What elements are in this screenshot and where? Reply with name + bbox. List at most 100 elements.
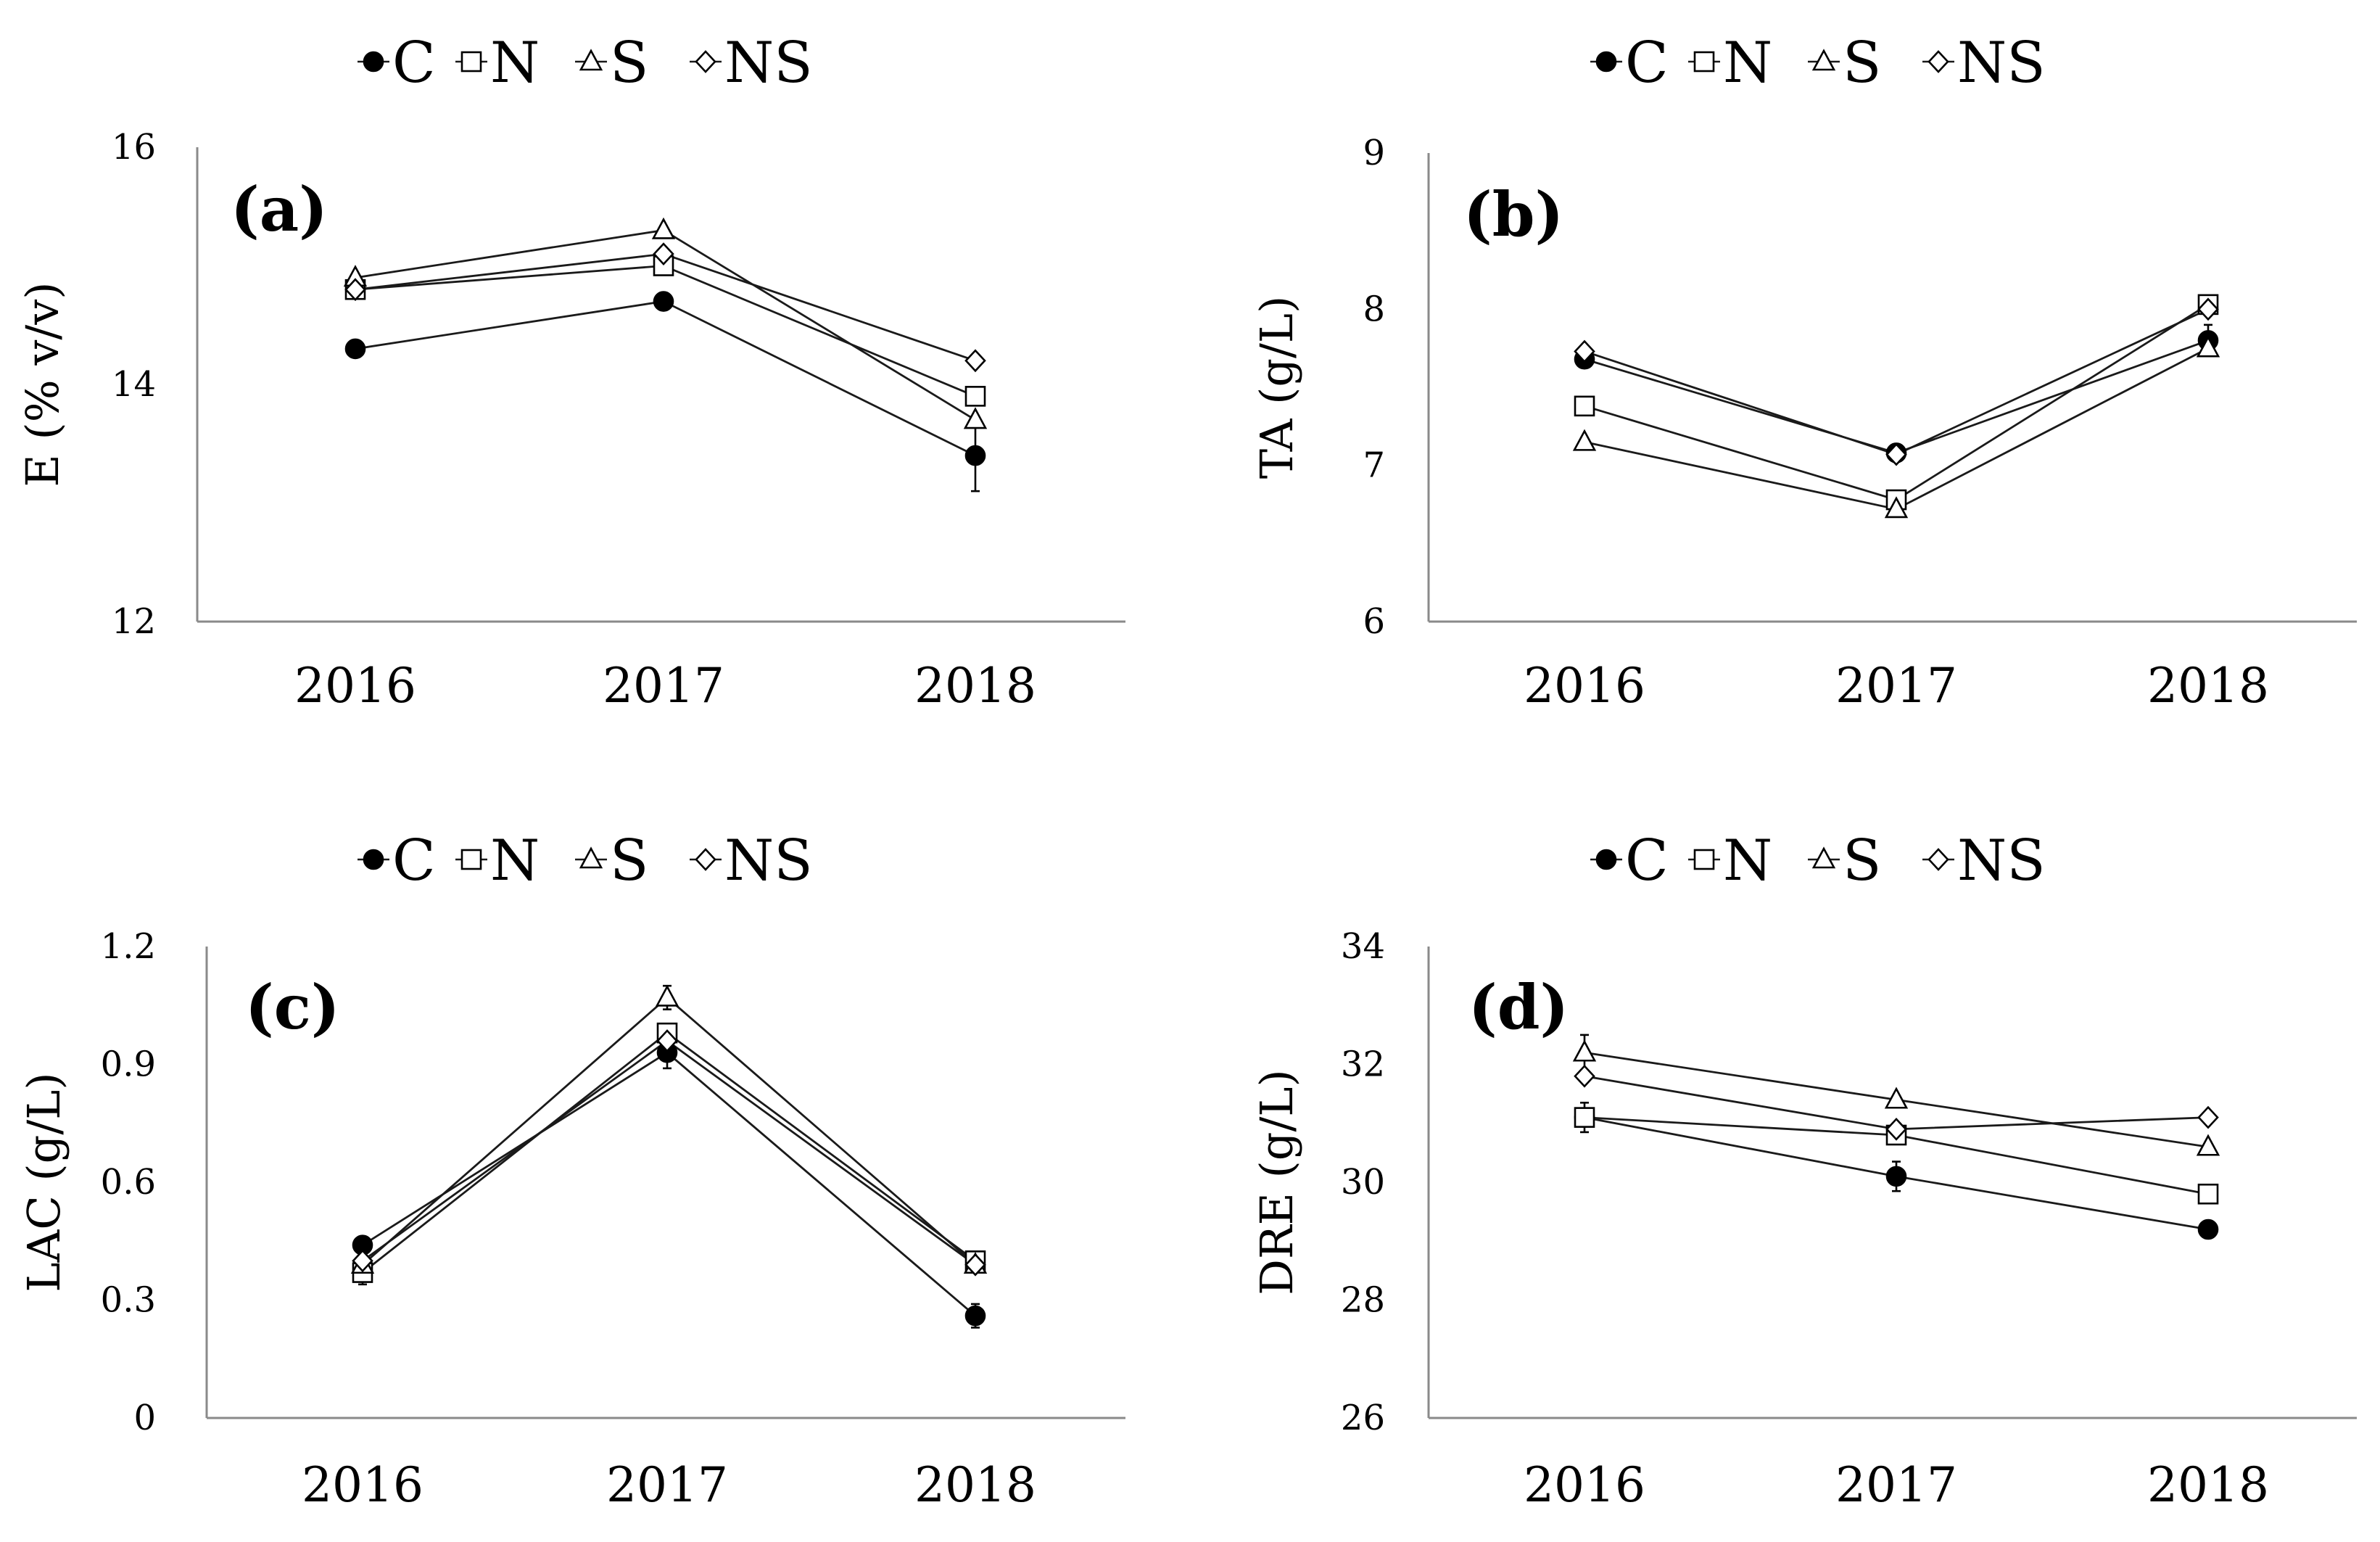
legend-marker-S bbox=[579, 49, 603, 71]
data-point-C bbox=[2197, 1219, 2219, 1240]
data-point-C bbox=[964, 445, 986, 466]
series-line-N bbox=[1584, 303, 2209, 501]
y-tick-label: 0.3 bbox=[101, 1280, 156, 1321]
data-point-NS bbox=[653, 242, 674, 266]
x-tick-label: 2016 bbox=[294, 658, 416, 714]
x-tick-label: 2018 bbox=[914, 658, 1036, 714]
y-axis-label: LAC (g/L) bbox=[17, 1072, 70, 1292]
panel-label: (b) bbox=[1463, 178, 1563, 250]
panel-label: (a) bbox=[231, 173, 328, 245]
legend-entry-NS: NS bbox=[724, 828, 813, 894]
legend-entry-S: S bbox=[1843, 30, 1881, 96]
y-tick-label: 12 bbox=[112, 601, 156, 642]
legend: C N S NS bbox=[358, 30, 813, 96]
y-tick-label: 7 bbox=[1363, 445, 1385, 486]
legend-entry-S: S bbox=[610, 828, 648, 894]
x-tick-label: 2017 bbox=[603, 658, 724, 714]
panel-label: (d) bbox=[1468, 971, 1569, 1043]
y-tick-label: 0.6 bbox=[101, 1162, 156, 1203]
data-point-C bbox=[344, 338, 366, 360]
data-point-S bbox=[651, 217, 676, 239]
legend-entry-NS: NS bbox=[724, 30, 813, 96]
series-line-NS bbox=[1584, 308, 2209, 456]
y-tick-label: 1.2 bbox=[101, 926, 156, 967]
legend-marker-N bbox=[460, 51, 482, 73]
x-tick-label: 2018 bbox=[2147, 658, 2269, 714]
series-line-N bbox=[355, 265, 976, 397]
y-tick-label: 34 bbox=[1341, 926, 1385, 967]
x-tick-label: 2017 bbox=[1835, 658, 1957, 714]
legend-entry-S: S bbox=[610, 30, 648, 96]
legend-entry-N: N bbox=[1723, 30, 1772, 96]
data-point-S bbox=[1884, 1087, 1909, 1109]
data-point-NS bbox=[1574, 1064, 1595, 1088]
data-point-NS bbox=[2197, 1105, 2219, 1129]
legend-entry-NS: NS bbox=[1957, 30, 2046, 96]
legend-marker-NS bbox=[695, 50, 716, 73]
x-tick-label: 2016 bbox=[1524, 658, 1645, 714]
legend-marker-S bbox=[579, 846, 603, 869]
data-point-S bbox=[2196, 335, 2220, 358]
data-point-S bbox=[1884, 496, 1909, 519]
data-point-S bbox=[1572, 429, 1597, 451]
legend-marker-NS bbox=[1927, 50, 1949, 73]
series-line-S bbox=[1584, 347, 2209, 511]
legend-marker-N bbox=[1693, 51, 1715, 73]
data-point-NS bbox=[2197, 297, 2219, 321]
legend-marker-C bbox=[363, 51, 384, 73]
legend-entry-N: N bbox=[490, 30, 540, 96]
legend: C N S NS bbox=[358, 828, 813, 894]
panel-label: (c) bbox=[245, 971, 340, 1043]
y-tick-label: 30 bbox=[1341, 1162, 1385, 1203]
y-tick-label: 26 bbox=[1341, 1398, 1385, 1438]
data-point-N bbox=[964, 386, 986, 407]
data-point-NS bbox=[964, 349, 986, 373]
legend-marker-S bbox=[1811, 49, 1836, 71]
data-point-S bbox=[655, 984, 679, 1007]
series-line-NS bbox=[362, 1039, 976, 1266]
legend-marker-NS bbox=[695, 848, 716, 871]
data-point-N bbox=[1574, 395, 1595, 417]
x-tick-label: 2018 bbox=[914, 1457, 1036, 1513]
legend-entry-C: C bbox=[392, 30, 436, 96]
series-line-C bbox=[355, 300, 976, 457]
y-tick-label: 14 bbox=[112, 364, 156, 405]
legend-entry-NS: NS bbox=[1957, 828, 2046, 894]
y-tick-label: 0.9 bbox=[101, 1044, 156, 1085]
data-point-S bbox=[1572, 1039, 1597, 1062]
data-point-NS bbox=[352, 1249, 373, 1273]
data-point-C bbox=[964, 1305, 986, 1327]
y-tick-label: 32 bbox=[1341, 1044, 1385, 1085]
data-point-NS bbox=[344, 278, 366, 302]
data-point-N bbox=[1574, 1107, 1595, 1128]
data-point-C bbox=[1885, 1166, 1907, 1187]
data-point-NS bbox=[964, 1253, 986, 1277]
legend-entry-N: N bbox=[1723, 828, 1772, 894]
y-tick-label: 6 bbox=[1363, 601, 1385, 642]
data-point-NS bbox=[1885, 442, 1907, 466]
y-tick-label: 0 bbox=[133, 1398, 156, 1438]
legend: C N S NS bbox=[1590, 828, 2046, 894]
y-axis-label: DRE (g/L) bbox=[1250, 1069, 1303, 1295]
y-tick-label: 28 bbox=[1341, 1280, 1385, 1321]
legend-entry-C: C bbox=[1625, 30, 1669, 96]
data-point-S bbox=[2196, 1134, 2220, 1156]
x-tick-label: 2016 bbox=[1524, 1457, 1645, 1513]
data-point-NS bbox=[1885, 1117, 1907, 1141]
legend-marker-C bbox=[1595, 849, 1617, 870]
legend-marker-NS bbox=[1927, 848, 1949, 871]
data-point-C bbox=[653, 291, 674, 312]
legend: C N S NS bbox=[1590, 30, 2046, 96]
data-point-N bbox=[2197, 1183, 2219, 1205]
x-tick-label: 2018 bbox=[2147, 1457, 2269, 1513]
legend-marker-S bbox=[1811, 846, 1836, 869]
y-axis-label: TA (g/L) bbox=[1250, 296, 1303, 479]
legend-marker-C bbox=[363, 849, 384, 870]
y-axis-label: E (% v/v) bbox=[16, 282, 69, 487]
y-tick-label: 16 bbox=[112, 127, 156, 168]
legend-entry-C: C bbox=[1625, 828, 1669, 894]
data-point-NS bbox=[656, 1029, 678, 1052]
